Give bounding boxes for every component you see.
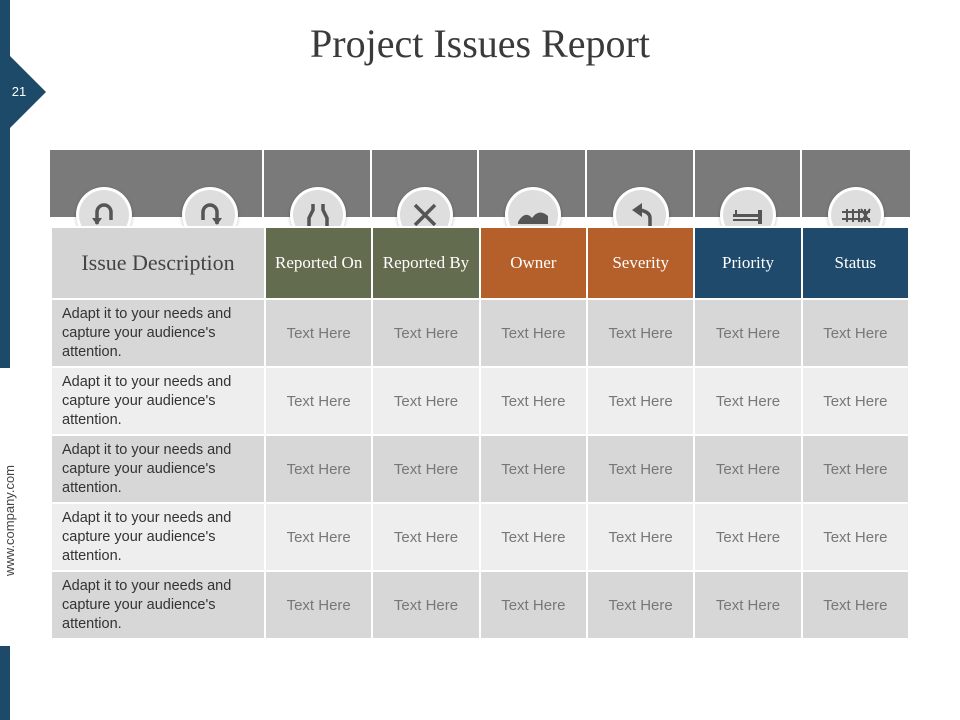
severity-cell: Text Here	[585, 434, 696, 504]
reported-on-cell: Text Here	[263, 502, 374, 572]
severity-cell: Text Here	[585, 502, 696, 572]
issue-description-cell: Adapt it to your needs and capture your …	[50, 366, 266, 436]
reported-by-cell: Text Here	[371, 502, 481, 572]
left-accent-bar	[0, 0, 10, 368]
table-row: Adapt it to your needs and capture your …	[50, 434, 911, 504]
priority-cell: Text Here	[693, 502, 803, 572]
reported-on-cell: Text Here	[263, 570, 374, 640]
priority-cell: Text Here	[693, 366, 803, 436]
owner-cell: Text Here	[478, 502, 588, 572]
header-reported-by: Reported By	[371, 226, 481, 300]
table-row: Adapt it to your needs and capture your …	[50, 570, 911, 640]
page-title: Project Issues Report	[310, 21, 650, 66]
table-row: Adapt it to your needs and capture your …	[50, 502, 911, 572]
page-number: 21	[11, 84, 27, 99]
issue-description-cell: Adapt it to your needs and capture your …	[50, 434, 266, 504]
reported-on-cell: Text Here	[263, 366, 374, 436]
priority-cell: Text Here	[693, 298, 803, 368]
owner-cell: Text Here	[478, 570, 588, 640]
header-severity: Severity	[585, 226, 696, 300]
issues-table: Issue Description Reported On Reported B…	[50, 226, 911, 640]
severity-cell: Text Here	[585, 298, 696, 368]
table-row: Adapt it to your needs and capture your …	[50, 366, 911, 436]
reported-by-cell: Text Here	[371, 434, 481, 504]
issue-description-cell: Adapt it to your needs and capture your …	[50, 502, 266, 572]
priority-cell: Text Here	[693, 434, 803, 504]
status-cell: Text Here	[800, 434, 911, 504]
header-icon-band	[50, 150, 910, 217]
priority-cell: Text Here	[693, 570, 803, 640]
header-priority: Priority	[693, 226, 803, 300]
issue-description-cell: Adapt it to your needs and capture your …	[50, 570, 266, 640]
issue-description-cell: Adapt it to your needs and capture your …	[50, 298, 266, 368]
header-status: Status	[800, 226, 911, 300]
reported-on-cell: Text Here	[263, 434, 374, 504]
header-reported-on: Reported On	[263, 226, 374, 300]
reported-on-cell: Text Here	[263, 298, 374, 368]
table-row: Adapt it to your needs and capture your …	[50, 298, 911, 368]
table-header-row: Issue Description Reported On Reported B…	[50, 226, 911, 300]
reported-by-cell: Text Here	[371, 298, 481, 368]
reported-by-cell: Text Here	[371, 570, 481, 640]
severity-cell: Text Here	[585, 570, 696, 640]
reported-by-cell: Text Here	[371, 366, 481, 436]
status-cell: Text Here	[800, 366, 911, 436]
status-cell: Text Here	[800, 298, 911, 368]
status-cell: Text Here	[800, 502, 911, 572]
website-url: www.company.com	[2, 464, 17, 576]
owner-cell: Text Here	[478, 298, 588, 368]
owner-cell: Text Here	[478, 366, 588, 436]
status-cell: Text Here	[800, 570, 911, 640]
header-owner: Owner	[478, 226, 588, 300]
header-issue-description: Issue Description	[50, 226, 266, 300]
owner-cell: Text Here	[478, 434, 588, 504]
severity-cell: Text Here	[585, 366, 696, 436]
left-accent-bar-bottom	[0, 646, 10, 720]
